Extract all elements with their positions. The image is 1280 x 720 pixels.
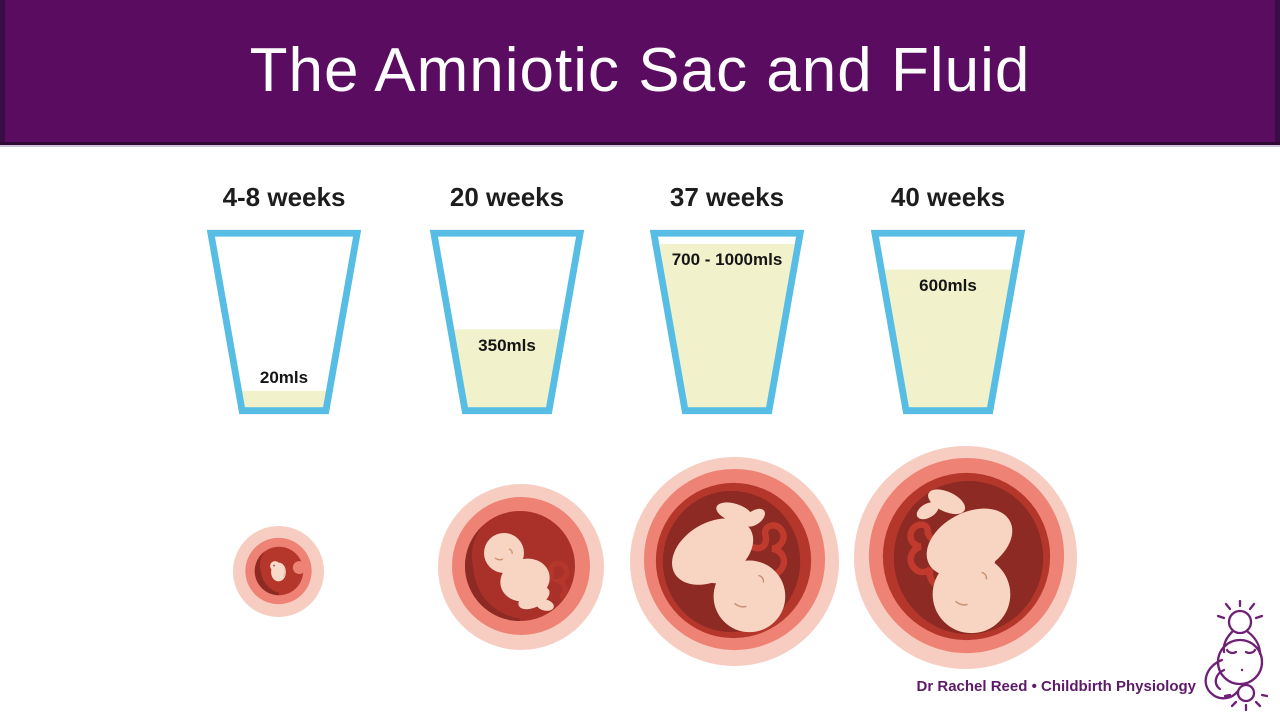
- measuring-cup: [649, 229, 805, 415]
- volume-label: 600mls: [919, 275, 977, 295]
- amniotic-fluid-level: [453, 329, 561, 408]
- head-down-fetus-in-amniotic-sac-icon: [853, 445, 1078, 670]
- cup-outline: [429, 229, 585, 415]
- amniotic-fluid-level: [240, 390, 328, 408]
- gestation-stage: 4-8 weeks 20mls: [196, 182, 372, 444]
- volume-label: 20mls: [259, 367, 309, 387]
- attribution-text: Dr Rachel Reed • Childbirth Physiology: [916, 678, 1196, 695]
- volume-label: 700 - 1000mls: [671, 249, 783, 269]
- cup-outline: [206, 229, 362, 415]
- head-down-fetus-in-amniotic-sac-icon: [629, 456, 840, 667]
- week-label: 37 weeks: [669, 182, 785, 212]
- measuring-cup: [206, 229, 362, 415]
- week-label: 4-8 weeks: [222, 182, 346, 212]
- gestation-stage: 20 weeks 350mls: [419, 182, 595, 444]
- week-label: 40 weeks: [890, 182, 1006, 212]
- gestation-stage: 37 weeks 700 - 1000mls: [639, 182, 815, 444]
- week-label: 20 weeks: [449, 182, 565, 212]
- curled-fetus-in-amniotic-sac-icon: [438, 484, 604, 650]
- umbilical-cord: [743, 522, 788, 578]
- cup-outline: [649, 229, 805, 415]
- measuring-cup: [870, 229, 1026, 415]
- amniotic-fluid-level: [884, 269, 1012, 408]
- title-banner: The Amniotic Sac and Fluid: [0, 0, 1280, 147]
- measuring-cup: [429, 229, 585, 415]
- amniotic-fluid-level: [659, 243, 795, 408]
- page-title: The Amniotic Sac and Fluid: [249, 36, 1031, 105]
- volume-label: 350mls: [478, 336, 536, 356]
- umbilical-cord: [534, 560, 570, 599]
- childbirth-physiology-logo-icon: [1204, 599, 1269, 712]
- gestation-stage: 40 weeks 600mls: [860, 182, 1036, 444]
- embryo-in-amniotic-sac-icon: [232, 525, 325, 618]
- cup-outline: [870, 229, 1026, 415]
